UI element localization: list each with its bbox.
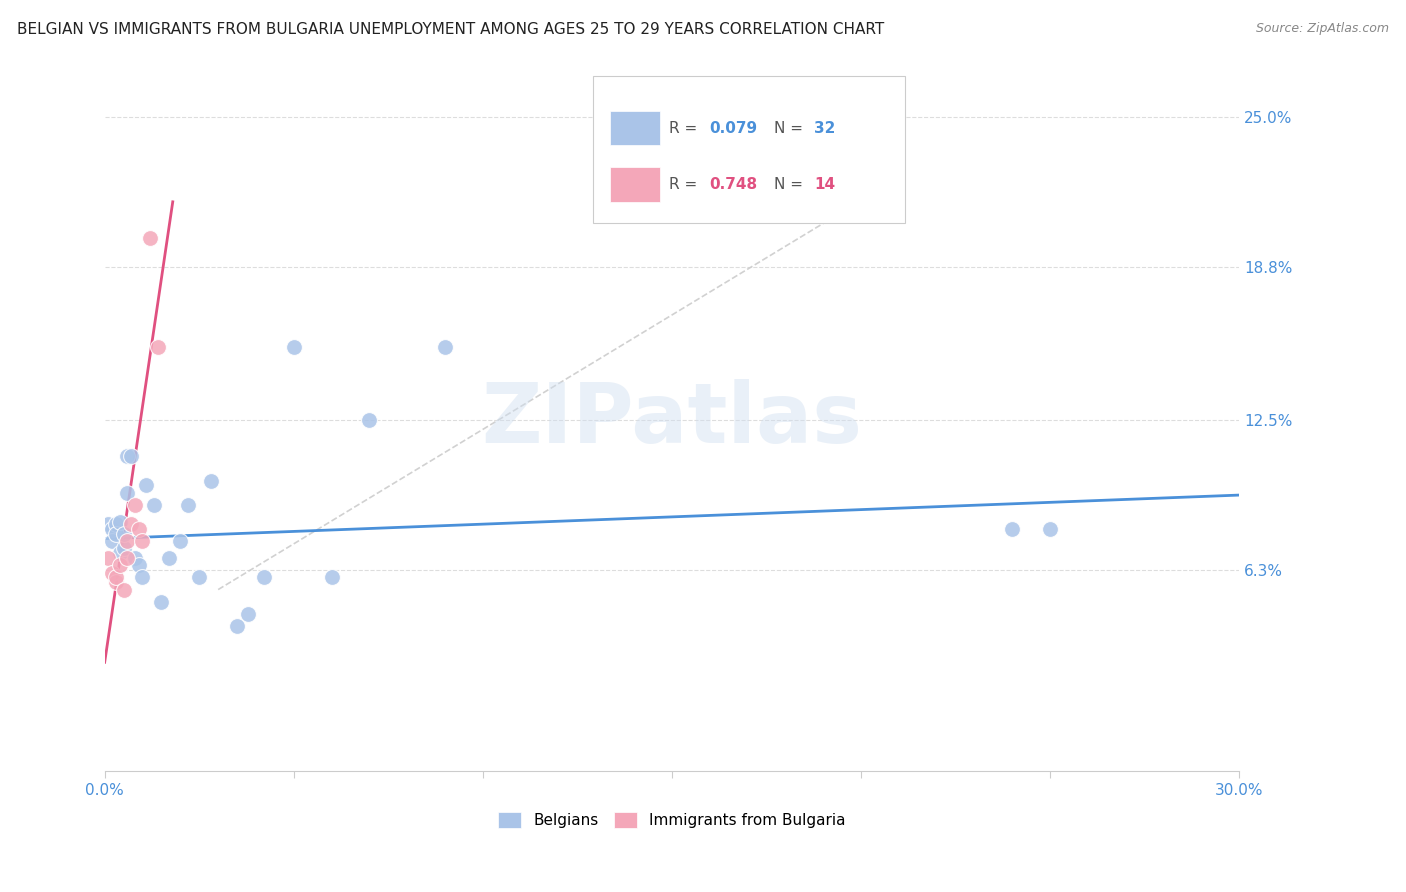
Point bbox=[117, 450, 139, 464]
Point bbox=[101, 534, 124, 549]
Text: 14: 14 bbox=[814, 177, 835, 192]
Point bbox=[434, 340, 457, 354]
Legend: Belgians, Immigrants from Bulgaria: Belgians, Immigrants from Bulgaria bbox=[492, 805, 852, 834]
Point bbox=[117, 551, 139, 566]
Point bbox=[97, 517, 120, 532]
Text: R =: R = bbox=[669, 120, 702, 136]
Point bbox=[1039, 522, 1062, 536]
Point bbox=[120, 517, 142, 532]
Point bbox=[359, 413, 381, 427]
Point bbox=[124, 551, 146, 566]
Point bbox=[169, 534, 191, 549]
Text: N =: N = bbox=[775, 120, 808, 136]
Point bbox=[105, 526, 128, 541]
Point bbox=[321, 570, 343, 584]
Point bbox=[101, 522, 124, 536]
Point bbox=[105, 575, 128, 590]
Point bbox=[105, 570, 128, 584]
Point bbox=[283, 340, 305, 354]
Point bbox=[252, 570, 274, 584]
Text: BELGIAN VS IMMIGRANTS FROM BULGARIA UNEMPLOYMENT AMONG AGES 25 TO 29 YEARS CORRE: BELGIAN VS IMMIGRANTS FROM BULGARIA UNEM… bbox=[17, 22, 884, 37]
Point bbox=[120, 450, 142, 464]
Point bbox=[238, 607, 260, 621]
Point bbox=[112, 541, 135, 556]
FancyBboxPatch shape bbox=[592, 76, 904, 223]
Point bbox=[177, 498, 200, 512]
Point bbox=[117, 534, 139, 549]
Text: N =: N = bbox=[775, 177, 808, 192]
Point bbox=[108, 558, 131, 573]
Point bbox=[157, 551, 180, 566]
Point bbox=[139, 231, 162, 245]
Text: 0.079: 0.079 bbox=[710, 120, 758, 136]
Point bbox=[150, 595, 173, 609]
Point bbox=[146, 340, 169, 354]
Point bbox=[135, 478, 157, 492]
Point bbox=[97, 551, 120, 566]
Point bbox=[188, 570, 211, 584]
FancyBboxPatch shape bbox=[610, 168, 659, 202]
Point bbox=[105, 517, 128, 532]
FancyBboxPatch shape bbox=[610, 111, 659, 145]
Point bbox=[108, 546, 131, 560]
Point bbox=[128, 522, 150, 536]
Point bbox=[131, 570, 153, 584]
Text: 32: 32 bbox=[814, 120, 835, 136]
Point bbox=[124, 498, 146, 512]
Point bbox=[142, 498, 165, 512]
Text: ZIPatlas: ZIPatlas bbox=[481, 379, 862, 460]
Text: R =: R = bbox=[669, 177, 702, 192]
Text: 0.748: 0.748 bbox=[710, 177, 758, 192]
Point bbox=[108, 515, 131, 529]
Point bbox=[1001, 522, 1024, 536]
Point bbox=[200, 474, 222, 488]
Point bbox=[128, 558, 150, 573]
Point bbox=[226, 619, 249, 633]
Point bbox=[112, 582, 135, 597]
Point bbox=[131, 534, 153, 549]
Point bbox=[101, 566, 124, 580]
Point bbox=[112, 526, 135, 541]
Text: Source: ZipAtlas.com: Source: ZipAtlas.com bbox=[1256, 22, 1389, 36]
Point bbox=[117, 485, 139, 500]
